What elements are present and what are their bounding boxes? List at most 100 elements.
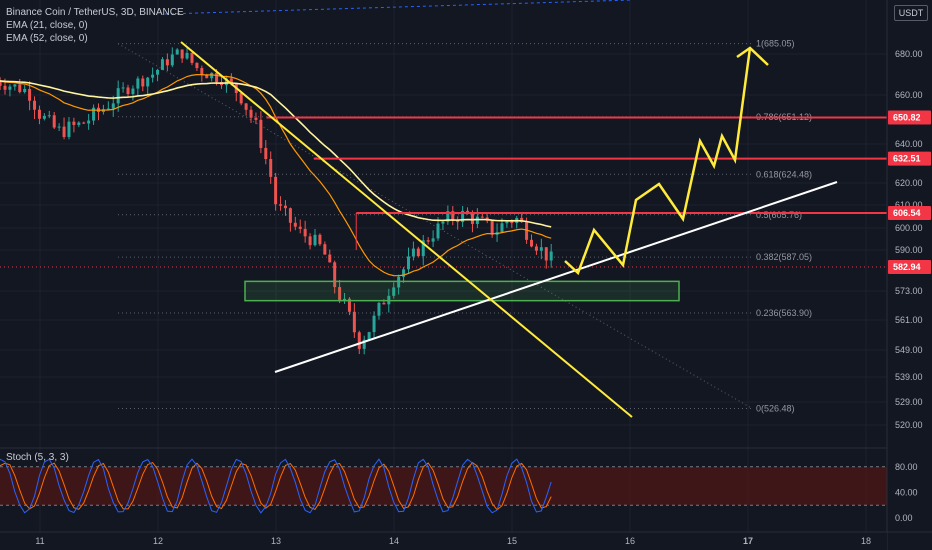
- descending-trendline: [180, 41, 633, 418]
- candle-body-61: [293, 222, 297, 227]
- candle-body-20: [92, 107, 96, 121]
- candle-body-52: [249, 109, 253, 118]
- fib-label-4: 0.382(587.05): [756, 252, 812, 262]
- candle-body-87: [421, 240, 425, 257]
- x-tick-label-1: 12: [153, 536, 163, 546]
- candle-body-71: [343, 298, 347, 301]
- x-tick-label-2: 13: [271, 536, 281, 546]
- candle-body-84: [406, 256, 410, 270]
- candle-body-51: [244, 103, 248, 110]
- candle-body-57: [274, 176, 278, 205]
- y-tick-label-0: 680.00: [895, 49, 923, 59]
- y-tick-label-10: 539.00: [895, 372, 923, 382]
- y-tick-label-6: 590.00: [895, 245, 923, 255]
- candle-body-8: [33, 100, 37, 110]
- candle-body-104: [505, 221, 509, 224]
- candle-body-18: [82, 122, 86, 124]
- currency-button[interactable]: USDT: [894, 5, 928, 21]
- candle-body-50: [239, 93, 243, 104]
- candle-body-99: [480, 216, 484, 218]
- projection-arrowhead: [736, 46, 769, 66]
- candle-body-28: [131, 88, 135, 95]
- candle-body-42: [200, 68, 204, 76]
- price-axis-bg: [887, 0, 932, 550]
- candle-body-34: [160, 59, 164, 70]
- y-tick-label-12: 520.00: [895, 420, 923, 430]
- candle-body-2: [3, 85, 7, 90]
- candle-body-38: [180, 49, 184, 59]
- candle-body-31: [146, 77, 150, 87]
- candle-body-19: [87, 120, 91, 124]
- ema52-legend[interactable]: EMA (52, close, 0): [6, 33, 88, 44]
- projection-path: [564, 47, 752, 276]
- candle-body-93: [451, 211, 455, 220]
- candle-body-59: [283, 205, 287, 209]
- candle-body-101: [490, 220, 494, 235]
- candle-body-13: [57, 126, 61, 128]
- candle-body-33: [156, 69, 160, 75]
- candle-body-35: [165, 59, 169, 66]
- fib-label-6: 0(526.48): [756, 403, 795, 413]
- candle-body-45: [215, 72, 219, 83]
- ascending-trendline: [274, 181, 838, 373]
- x-tick-label-7: 18: [861, 536, 871, 546]
- ema52-line: [0, 80, 552, 228]
- candle-body-39: [185, 52, 189, 59]
- y-tick-label-8: 561.00: [895, 315, 923, 325]
- price-tag-bg-1: [888, 151, 931, 166]
- candle-body-63: [303, 228, 307, 237]
- candle-body-14: [62, 126, 66, 137]
- candle-body-6: [23, 88, 27, 93]
- price-tag-label-2: 606.54: [893, 208, 921, 218]
- candle-body-78: [377, 302, 381, 316]
- candle-body-95: [461, 210, 465, 223]
- y-tick-label-11: 529.00: [895, 397, 923, 407]
- stoch-d-line: [0, 461, 552, 511]
- candle-body-90: [436, 223, 440, 239]
- candle-body-88: [426, 240, 430, 242]
- candle-body-108: [525, 222, 529, 240]
- candle-body-73: [352, 311, 356, 333]
- symbol-title[interactable]: Binance Coin / TetherUS, 3D, BINANCE: [6, 7, 184, 18]
- candle-body-72: [347, 298, 351, 312]
- ema21-legend[interactable]: EMA (21, close, 0): [6, 20, 88, 31]
- candle-body-26: [121, 87, 125, 89]
- candle-body-1: [0, 80, 2, 86]
- candle-body-82: [397, 276, 401, 288]
- candle-body-89: [431, 238, 435, 242]
- y-tick-label-4: 610.00: [895, 200, 923, 210]
- fib-label-0: 1(685.05): [756, 39, 795, 49]
- candle-body-76: [367, 332, 371, 340]
- candle-body-110: [534, 246, 538, 251]
- candle-body-70: [338, 287, 342, 301]
- candles: [0, 45, 553, 355]
- candle-body-41: [195, 62, 199, 69]
- stoch-tick-label-0: 80.00: [895, 462, 918, 472]
- candle-body-94: [456, 219, 460, 223]
- candle-body-37: [175, 49, 179, 55]
- candle-body-64: [308, 236, 312, 246]
- candle-body-44: [210, 72, 214, 79]
- candle-body-53: [254, 117, 258, 120]
- candle-body-67: [323, 244, 327, 255]
- candle-body-16: [72, 121, 76, 125]
- stoch-legend[interactable]: Stoch (5, 3, 3): [6, 452, 69, 463]
- candle-body-23: [106, 108, 110, 110]
- candle-body-81: [392, 287, 396, 296]
- candle-body-62: [298, 226, 302, 229]
- chart-legend: Binance Coin / TetherUS, 3D, BINANCE EMA…: [6, 6, 184, 45]
- candle-body-47: [224, 78, 228, 86]
- x-tick-label-3: 14: [389, 536, 399, 546]
- y-tick-label-7: 573.00: [895, 286, 923, 296]
- candle-body-17: [77, 122, 81, 125]
- candle-body-109: [530, 239, 534, 247]
- candle-body-40: [190, 52, 194, 63]
- stoch-tick-label-2: 0.00: [895, 513, 913, 523]
- candle-body-103: [500, 223, 504, 233]
- candle-body-111: [539, 247, 543, 251]
- support-zone: [244, 280, 680, 302]
- candle-body-43: [205, 75, 209, 79]
- candle-body-112: [544, 247, 548, 261]
